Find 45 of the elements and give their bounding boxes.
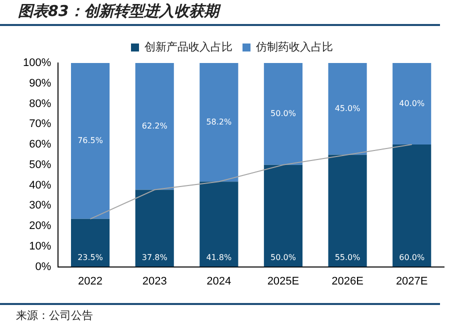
bar xyxy=(328,154,367,267)
x-tick-label: 2022 xyxy=(78,275,103,288)
y-tick-label: 90% xyxy=(29,77,52,90)
y-tick-label: 0% xyxy=(35,260,52,273)
y-tick-label: 20% xyxy=(29,220,52,232)
y-tick-label: 30% xyxy=(29,200,52,212)
bar xyxy=(70,218,110,267)
y-tick-label: 100% xyxy=(22,57,52,70)
legend-label: 创新产品收入占比 xyxy=(144,40,232,54)
y-tick-label: 10% xyxy=(29,240,52,252)
legend-label: 仿制药收入占比 xyxy=(255,40,333,54)
chart-title: 图表83：创新转型进入收获期 xyxy=(18,2,219,21)
data-label: 62.2% xyxy=(142,121,168,130)
bar xyxy=(135,190,174,267)
data-label: 50.0% xyxy=(270,109,296,118)
data-label: 50.0% xyxy=(270,252,296,262)
x-tick-label: 2024 xyxy=(206,275,232,288)
data-label: 41.8% xyxy=(206,252,232,262)
bar xyxy=(70,63,110,219)
y-tick-label: 40% xyxy=(29,179,52,192)
data-label: 40.0% xyxy=(399,98,425,108)
x-tick-label: 2025E xyxy=(267,275,300,288)
bar xyxy=(200,63,238,182)
bar xyxy=(392,63,432,145)
data-label: 45.0% xyxy=(334,104,361,113)
data-label: 23.5% xyxy=(78,252,104,262)
data-label: 55.0% xyxy=(334,252,361,262)
x-tick-label: 2023 xyxy=(142,275,167,288)
bar xyxy=(392,144,432,267)
bar xyxy=(264,164,303,267)
data-label: 58.2% xyxy=(206,117,232,126)
bar xyxy=(200,182,238,267)
y-tick-label: 70% xyxy=(29,118,52,130)
data-label: 60.0% xyxy=(399,252,425,262)
data-label: 37.8% xyxy=(142,252,168,262)
y-tick-label: 80% xyxy=(29,98,52,110)
bar xyxy=(328,63,367,155)
bar xyxy=(135,63,174,190)
y-tick-label: 50% xyxy=(29,158,52,171)
x-tick-label: 2027E xyxy=(396,275,428,288)
y-tick-label: 60% xyxy=(29,138,52,151)
bar xyxy=(264,63,303,165)
source-note: 来源：公司公告 xyxy=(16,308,93,323)
x-tick-label: 2026E xyxy=(332,275,364,288)
data-label: 76.5% xyxy=(78,136,104,146)
